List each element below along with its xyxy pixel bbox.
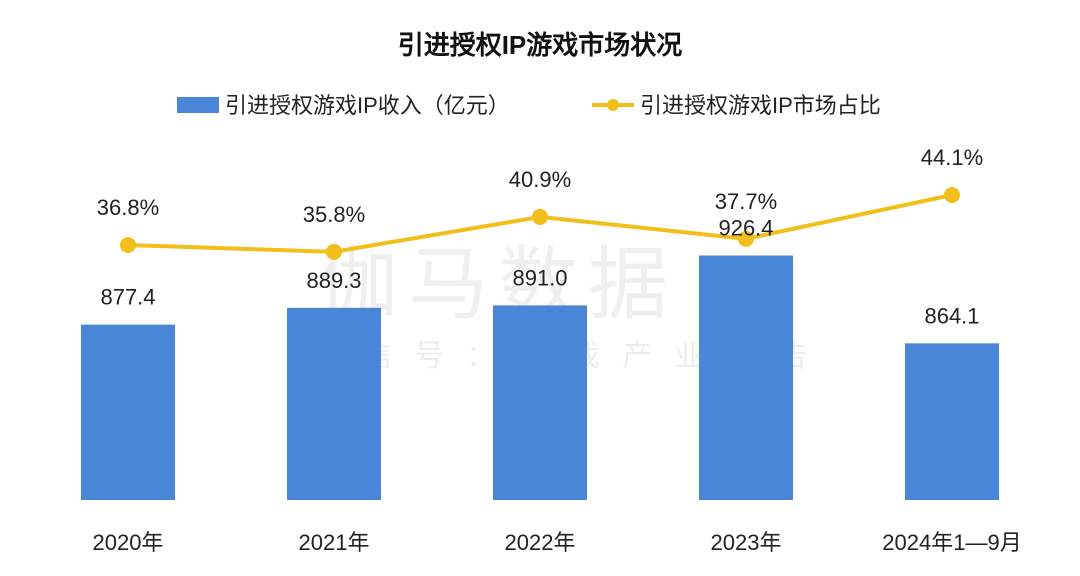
share-point-3 [738, 230, 754, 247]
bar-value-label: 926.4 [718, 216, 773, 241]
bar-4 [905, 343, 999, 500]
legend-line-label: 引进授权游戏IP市场占比 [640, 93, 881, 118]
legend-bar-label: 引进授权游戏IP收入（亿元） [225, 93, 510, 118]
x-tick-label: 2021年 [299, 530, 370, 555]
x-tick-label: 2022年 [505, 530, 576, 555]
share-value-label: 37.7% [715, 189, 777, 214]
share-value-label: 40.9% [509, 167, 571, 192]
x-tick-label: 2024年1—9月 [882, 530, 1021, 555]
bar-value-label: 889.3 [306, 268, 361, 293]
bar-value-label: 877.4 [100, 285, 155, 310]
x-tick-label: 2023年 [711, 530, 782, 555]
share-value-label: 35.8% [303, 202, 365, 227]
share-point-1 [326, 243, 342, 260]
share-point-0 [120, 237, 136, 253]
bar-3 [699, 255, 793, 500]
share-value-label: 36.8% [97, 195, 159, 220]
bar-0 [81, 324, 175, 500]
legend-line-marker [607, 99, 619, 111]
bar-value-label: 864.1 [924, 303, 979, 328]
legend-bar-swatch [177, 97, 219, 113]
legend: 引进授权游戏IP收入（亿元） 引进授权游戏IP市场占比 [177, 93, 881, 118]
share-value-label: 44.1% [921, 145, 983, 170]
bar-2 [493, 305, 587, 500]
bar-1 [287, 307, 381, 500]
share-point-2 [532, 208, 548, 225]
chart-title: 引进授权IP游戏市场状况 [398, 30, 683, 60]
x-tick-label: 2020年 [93, 530, 164, 555]
bar-value-label: 891.0 [512, 265, 567, 290]
share-point-4 [944, 186, 960, 203]
